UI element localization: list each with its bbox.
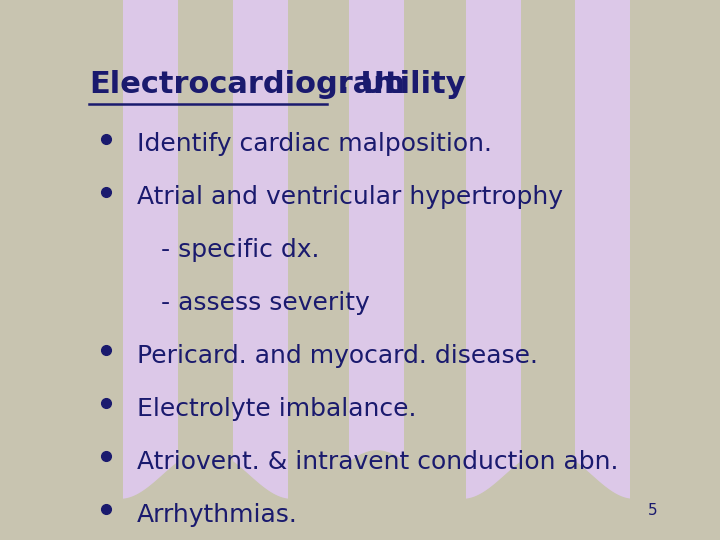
- Polygon shape: [0, 451, 685, 540]
- Text: : Utility: : Utility: [328, 70, 466, 99]
- FancyBboxPatch shape: [349, 0, 404, 540]
- FancyBboxPatch shape: [233, 0, 288, 540]
- FancyBboxPatch shape: [123, 0, 178, 540]
- FancyBboxPatch shape: [466, 0, 521, 540]
- Text: Atrial and ventricular hypertrophy: Atrial and ventricular hypertrophy: [137, 185, 563, 209]
- Text: Pericard. and myocard. disease.: Pericard. and myocard. disease.: [137, 344, 538, 368]
- Text: Arrhythmias.: Arrhythmias.: [137, 503, 298, 526]
- Text: - assess severity: - assess severity: [161, 291, 369, 315]
- Text: Electrolyte imbalance.: Electrolyte imbalance.: [137, 397, 416, 421]
- Text: - specific dx.: - specific dx.: [161, 238, 320, 262]
- FancyBboxPatch shape: [575, 0, 630, 540]
- Text: 5: 5: [648, 503, 657, 518]
- Text: Atriovent. & intravent conduction abn.: Atriovent. & intravent conduction abn.: [137, 450, 618, 474]
- Text: Electrocardiogram: Electrocardiogram: [89, 70, 405, 99]
- Text: Identify cardiac malposition.: Identify cardiac malposition.: [137, 132, 492, 156]
